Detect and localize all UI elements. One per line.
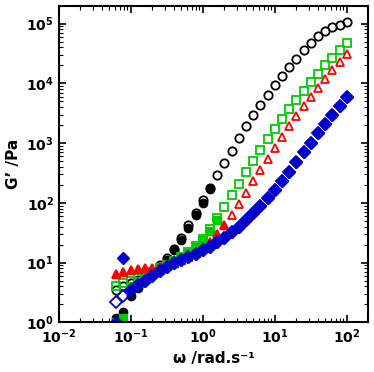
X-axis label: ω /rad.s⁻¹: ω /rad.s⁻¹ bbox=[173, 352, 255, 366]
Y-axis label: G’ /Pa: G’ /Pa bbox=[6, 139, 21, 189]
